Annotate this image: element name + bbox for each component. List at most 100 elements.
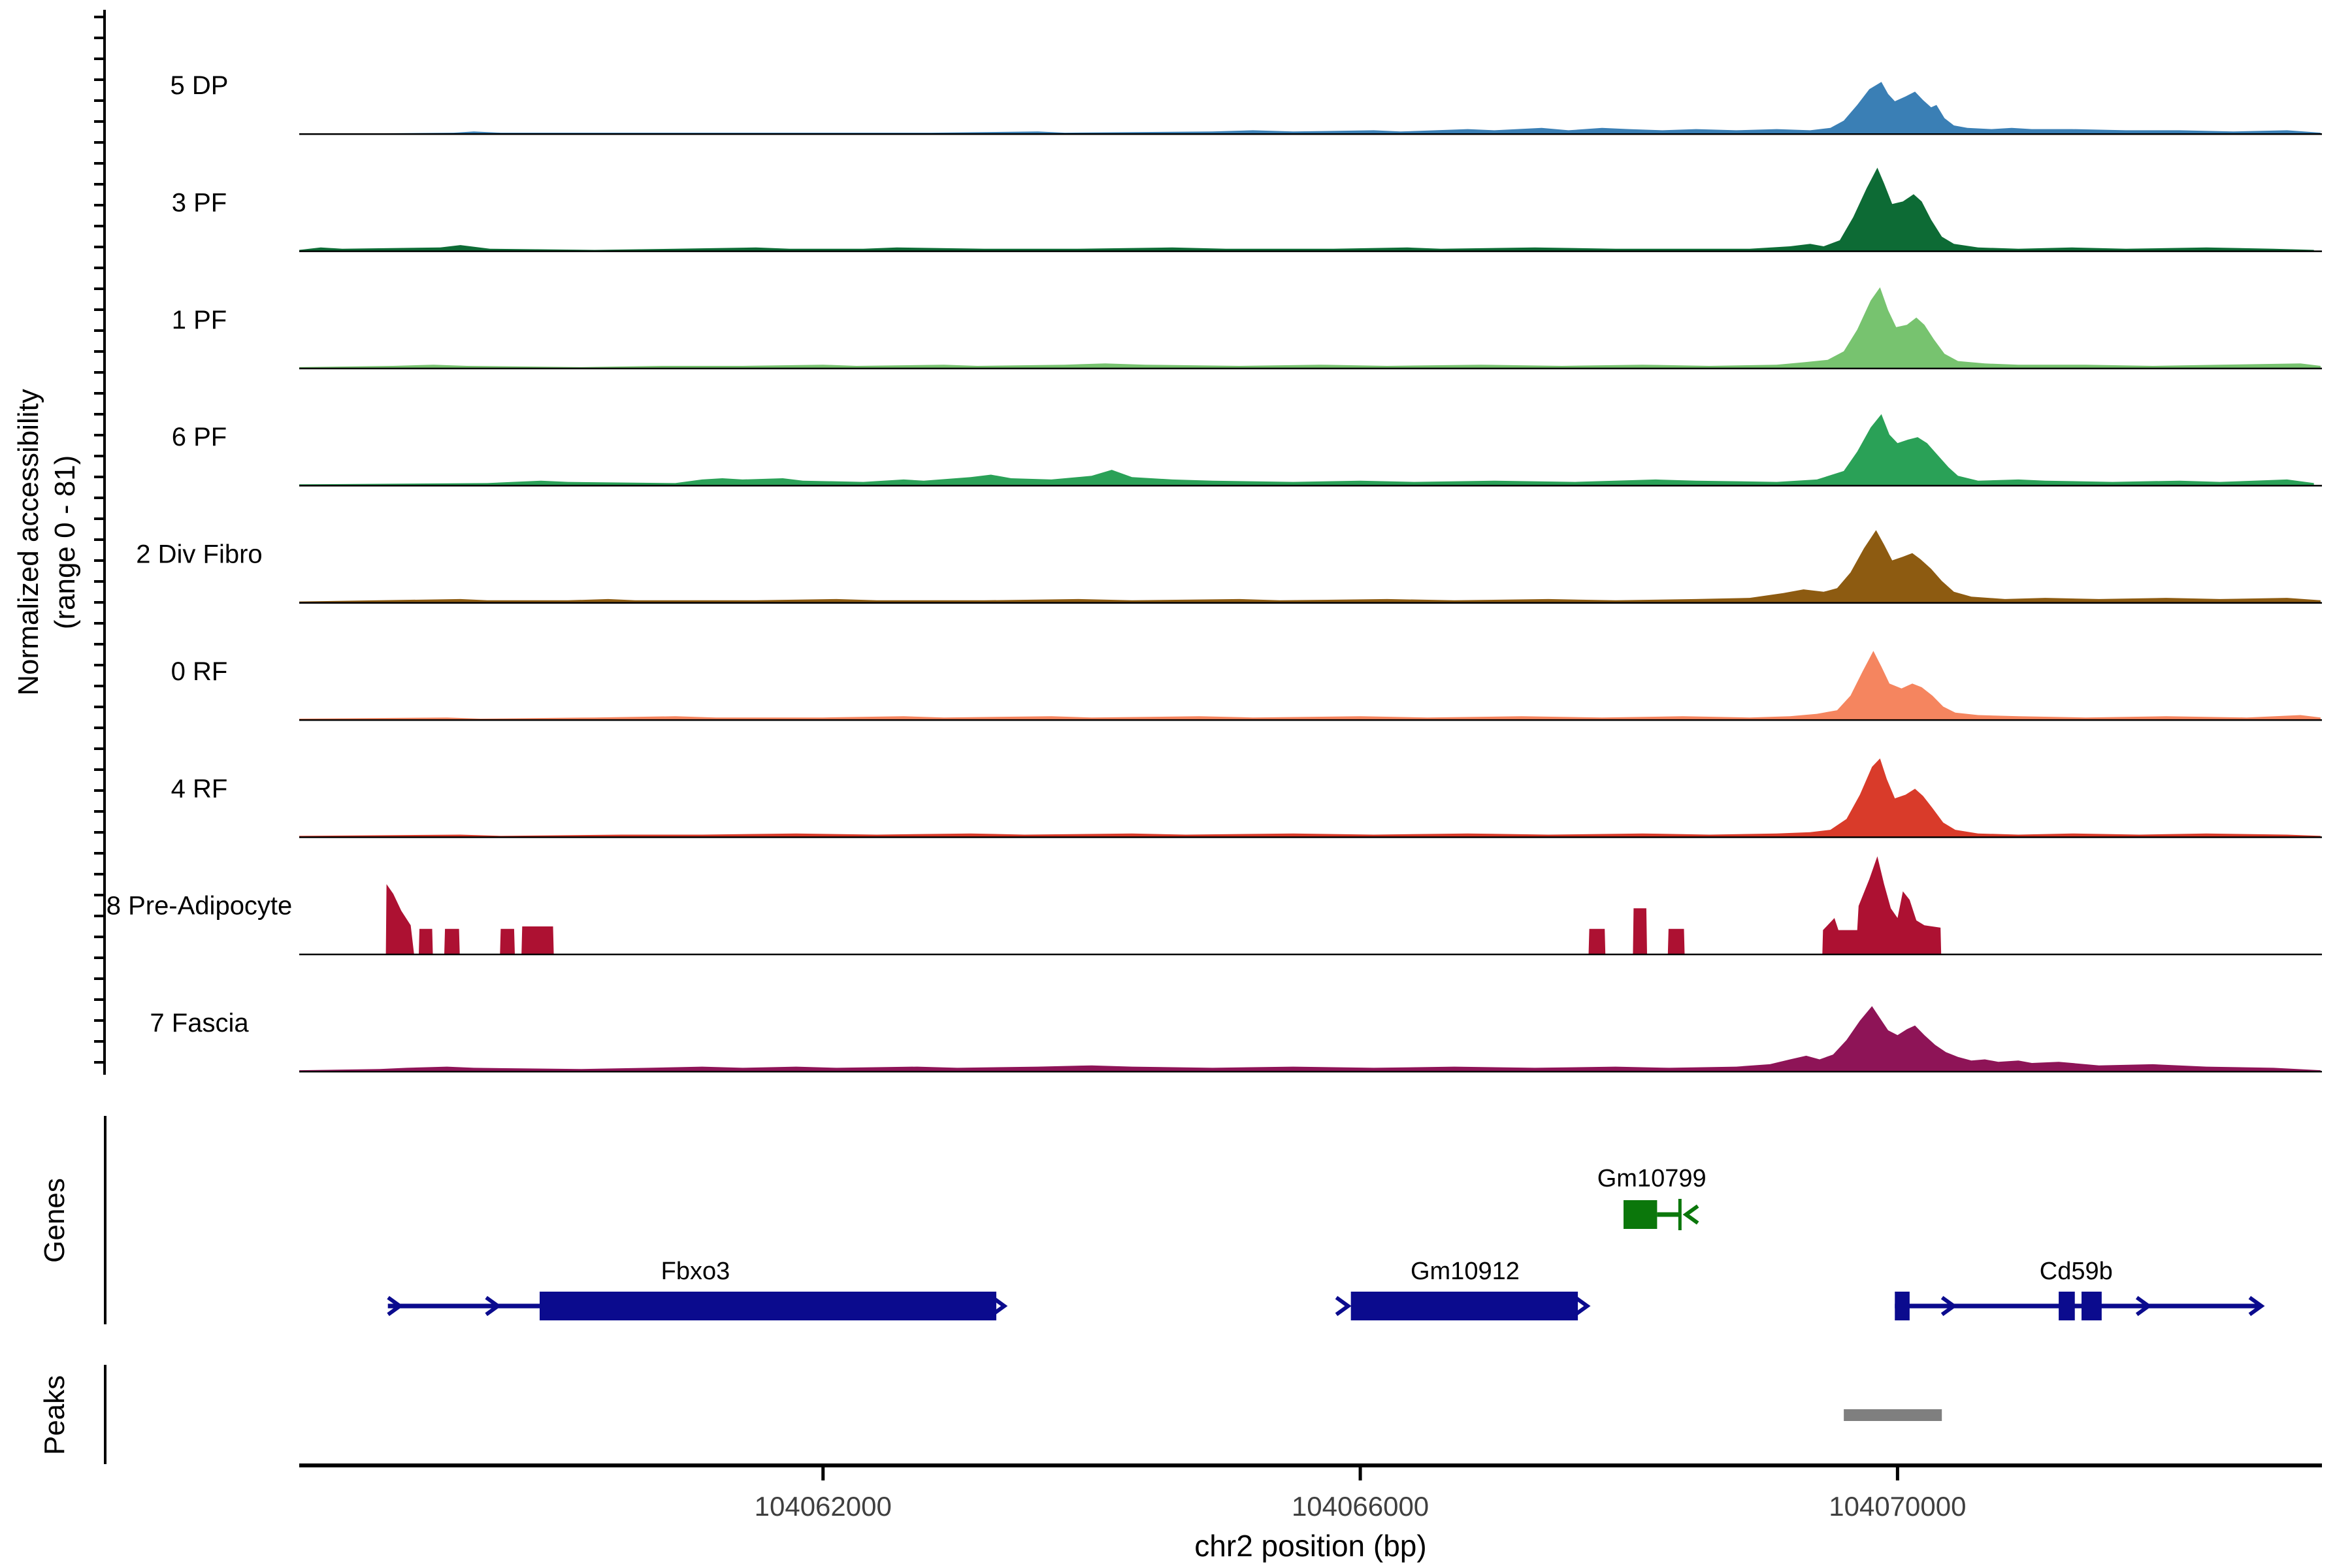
gene-exon-cd59b [1895, 1292, 1910, 1320]
track-label-2-div-fibro: 2 Div Fibro [136, 540, 262, 569]
gene-intron-line-gm10799 [1657, 1212, 1680, 1217]
x-axis-tick-label: 104066000 [1292, 1491, 1429, 1522]
y-axis-tick [94, 789, 105, 792]
genes-bracket-line [104, 1116, 106, 1324]
peaks-bracket-line [104, 1365, 106, 1464]
y-axis-title-line2: (range 0 - 81) [49, 455, 81, 630]
gene-gm10912: Gm10912 [1335, 1258, 1591, 1320]
y-axis-tick [94, 183, 105, 186]
y-axis-tick [94, 57, 105, 60]
y-axis-tick [94, 120, 105, 123]
y-axis-tick [94, 413, 105, 416]
x-axis-tick [821, 1467, 825, 1480]
gene-exon-cd59b [2082, 1292, 2102, 1320]
y-axis-tick [94, 664, 105, 666]
y-axis-tick [94, 517, 105, 520]
gene-strand-arrow-fbxo3 [387, 1296, 404, 1316]
gene-label-gm10799: Gm10799 [1597, 1165, 1707, 1192]
track-label-1-pf: 1 PF [172, 306, 227, 335]
y-axis-tick [94, 99, 105, 102]
y-axis-tick [94, 601, 105, 604]
y-axis-tick [94, 1061, 105, 1064]
y-axis-tick [94, 392, 105, 395]
y-axis-tick [94, 768, 105, 771]
y-axis-tick [94, 287, 105, 290]
y-axis-tick [94, 225, 105, 227]
y-axis-tick [94, 476, 105, 478]
gene-intron-line-fbxo3 [387, 1303, 540, 1309]
gene-gm10799: Gm10799 [1597, 1165, 1707, 1230]
gene-strand-arrow-cd59b [1940, 1296, 1957, 1316]
y-axis-tick [94, 580, 105, 583]
y-axis-tick [94, 538, 105, 541]
track-baseline-5-dp [299, 133, 2322, 135]
y-axis-tick [94, 998, 105, 1001]
track-baseline-7-fascia [299, 1071, 2322, 1073]
track-label-3-pf: 3 PF [172, 188, 227, 217]
track-baseline-2-div-fibro [299, 602, 2322, 604]
x-axis-tick [1358, 1467, 1362, 1480]
y-axis-tick [94, 37, 105, 39]
x-axis-ticks: 104062000 104066000 104070000 [755, 1467, 1966, 1522]
gene-strand-arrow-gm10799 [1682, 1204, 1699, 1225]
accessibility-tracks: 5 DP 3 PF 1 PF 6 PF 2 Div Fibro 0 RF 4 RF 8 Pre… [106, 71, 2322, 1073]
gene-strand-arrow-gm10912 [1574, 1296, 1591, 1316]
y-axis-tick [94, 643, 105, 645]
gene-strand-arrow-fbxo3 [485, 1296, 502, 1316]
y-axis-tick [94, 308, 105, 311]
track-baseline-6-pf [299, 485, 2322, 487]
gene-strand-arrow-gm10912 [1335, 1296, 1352, 1316]
track-area-6-pf [299, 414, 2314, 486]
y-axis-tick [94, 831, 105, 834]
y-axis-tick [94, 204, 105, 206]
track-area-2-div-fibro [299, 530, 2321, 603]
y-axis-tick [94, 559, 105, 562]
y-axis-tick [94, 956, 105, 959]
gene-strand-arrow-cd59b [2135, 1296, 2152, 1316]
y-axis-tick [94, 162, 105, 165]
x-axis-tick [1895, 1467, 1899, 1480]
gene-models: Fbxo3 Gm10912 Gm10799 Cd59b [387, 1165, 2265, 1320]
peak-region-bar [1844, 1409, 1942, 1421]
y-axis-tick [94, 267, 105, 269]
track-label-6-pf: 6 PF [172, 423, 227, 451]
gene-label-fbxo3: Fbxo3 [661, 1258, 730, 1285]
y-axis-tick [94, 977, 105, 980]
y-axis-tick [94, 810, 105, 813]
y-axis-tick [94, 685, 105, 687]
y-axis-tick [94, 1040, 105, 1043]
track-area-8-pre-adipocyte [299, 856, 2321, 955]
y-axis-tick [94, 873, 105, 875]
y-axis-tick [94, 706, 105, 708]
gene-cd59b: Cd59b [1895, 1258, 2265, 1320]
track-area-5-dp [299, 82, 2321, 134]
y-axis-tick [94, 16, 105, 18]
gene-strand-arrow-fbxo3 [991, 1296, 1008, 1316]
y-axis-tick [94, 727, 105, 729]
x-axis-title: chr2 position (bp) [1194, 1529, 1426, 1563]
y-axis-tick [94, 455, 105, 457]
y-axis-tick [94, 936, 105, 938]
peaks-section-label: Peaks [39, 1375, 71, 1455]
y-axis-tick [94, 329, 105, 332]
gene-label-gm10912: Gm10912 [1411, 1258, 1520, 1285]
y-axis-tick [94, 350, 105, 353]
y-axis-tick [94, 141, 105, 144]
x-axis-line [299, 1463, 2322, 1467]
y-axis-tick [94, 497, 105, 499]
gene-intron-line-cd59b [1895, 1303, 2259, 1309]
y-axis-tick [94, 371, 105, 374]
gene-exon-cd59b [2059, 1292, 2075, 1320]
y-axis-ticks [94, 16, 105, 1064]
y-axis-tick [94, 1019, 105, 1022]
track-area-3-pf [299, 167, 2314, 252]
track-area-7-fascia [299, 1006, 2321, 1071]
y-axis-tick [94, 246, 105, 248]
track-label-4-rf: 4 RF [171, 774, 228, 803]
track-baseline-3-pf [299, 250, 2322, 252]
gene-fbxo3: Fbxo3 [387, 1258, 1008, 1320]
track-baseline-1-pf [299, 367, 2322, 370]
peak-bars [1844, 1409, 1942, 1421]
